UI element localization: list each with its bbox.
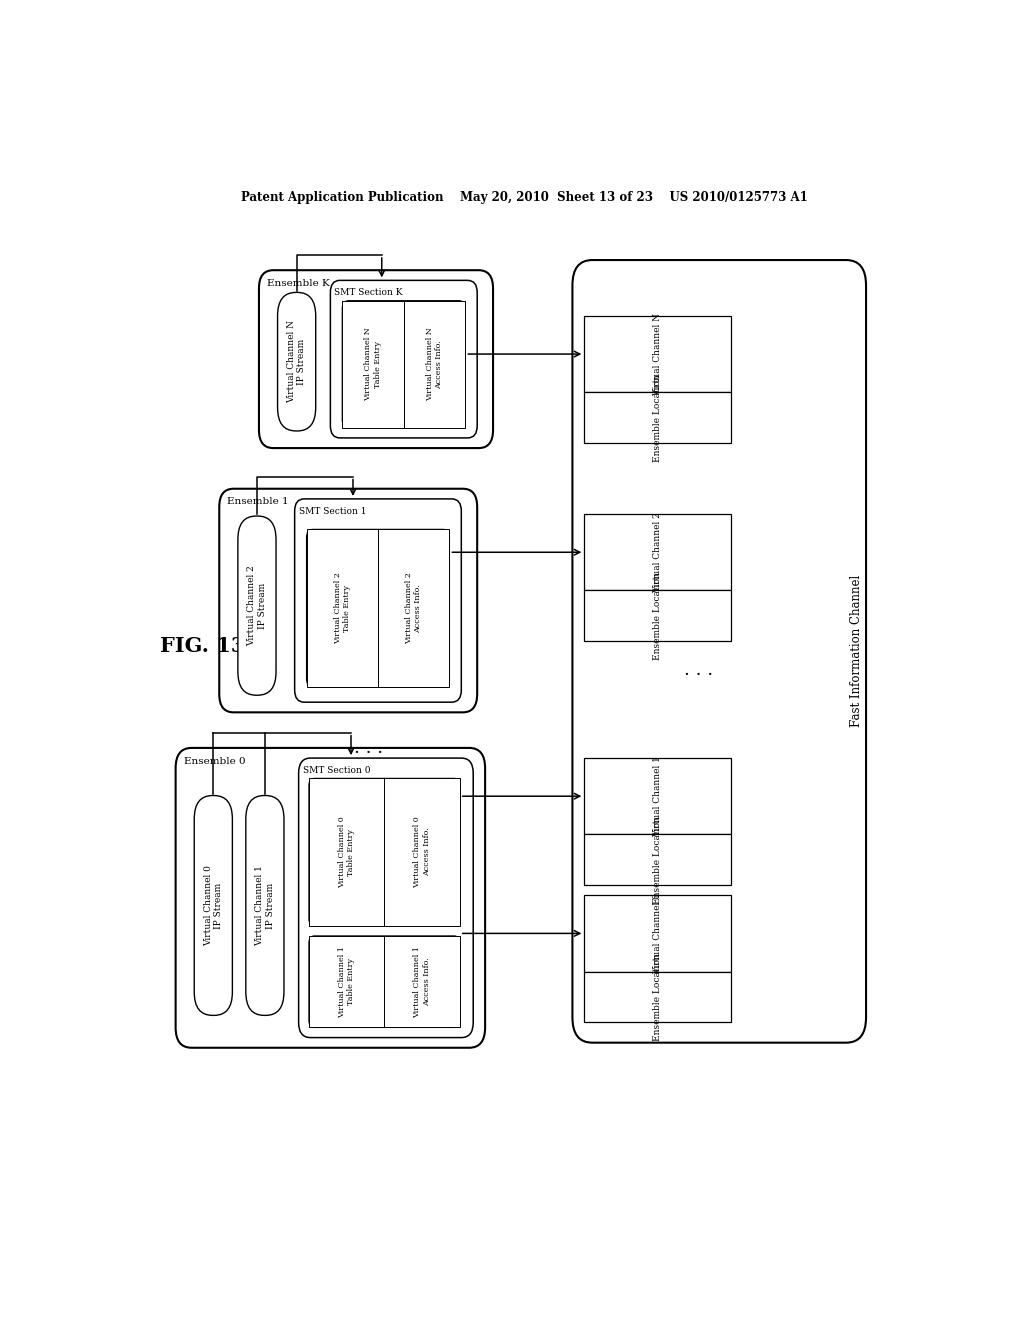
FancyBboxPatch shape [309, 936, 460, 1027]
Bar [309, 779, 384, 925]
Bar [585, 392, 731, 444]
Text: Ensemble K: Ensemble K [267, 279, 330, 288]
Bar [585, 834, 731, 886]
Text: Virtual Channel 1
Access Info.: Virtual Channel 1 Access Info. [414, 945, 431, 1018]
Text: Virtual Channel 0
Table Entry: Virtual Channel 0 Table Entry [338, 816, 355, 888]
Text: Virtual Channel N: Virtual Channel N [653, 313, 663, 396]
Text: Virtual Channel 1
IP Stream: Virtual Channel 1 IP Stream [255, 865, 274, 946]
Text: Virtual Channel N
IP Stream: Virtual Channel N IP Stream [287, 321, 306, 403]
Text: Ensemble Location: Ensemble Location [653, 953, 663, 1041]
FancyBboxPatch shape [246, 796, 284, 1015]
Bar [378, 529, 450, 686]
Text: SMT Section 0: SMT Section 0 [303, 766, 370, 775]
FancyBboxPatch shape [299, 758, 473, 1038]
Text: Virtual Channel 2
Access Info.: Virtual Channel 2 Access Info. [406, 572, 422, 644]
Text: Virtual Channel 2: Virtual Channel 2 [653, 512, 663, 593]
Text: Virtual Channel N
Table Entry: Virtual Channel N Table Entry [365, 327, 382, 401]
Bar [585, 758, 731, 834]
Bar [585, 895, 731, 972]
Bar [585, 515, 731, 590]
Text: Ensemble Location: Ensemble Location [653, 816, 663, 904]
FancyBboxPatch shape [238, 516, 276, 696]
Text: Ensemble 0: Ensemble 0 [183, 756, 245, 766]
Text: Ensemble Location: Ensemble Location [653, 374, 663, 462]
Text: Ensemble 1: Ensemble 1 [227, 498, 289, 507]
FancyBboxPatch shape [306, 529, 450, 686]
Bar [403, 301, 465, 428]
Text: Virtual Channel 0
Access Info.: Virtual Channel 0 Access Info. [414, 816, 431, 888]
Bar [306, 529, 378, 686]
FancyBboxPatch shape [176, 748, 485, 1048]
Bar [585, 590, 731, 642]
FancyBboxPatch shape [342, 301, 465, 428]
Text: . . .: . . . [354, 739, 383, 756]
Text: Virtual Channel 1
Table Entry: Virtual Channel 1 Table Entry [338, 945, 355, 1018]
FancyBboxPatch shape [572, 260, 866, 1043]
Text: . . .: . . . [684, 661, 713, 678]
Text: Virtual Channel 0: Virtual Channel 0 [653, 892, 663, 974]
Bar [384, 779, 460, 925]
Text: SMT Section K: SMT Section K [334, 288, 403, 297]
Bar [309, 936, 384, 1027]
Text: Patent Application Publication    May 20, 2010  Sheet 13 of 23    US 2010/012577: Patent Application Publication May 20, 2… [242, 190, 808, 203]
Text: FIG. 13: FIG. 13 [160, 636, 245, 656]
Text: Ensemble Location: Ensemble Location [653, 572, 663, 660]
Bar [342, 301, 403, 428]
Bar [585, 972, 731, 1022]
FancyBboxPatch shape [309, 779, 460, 925]
Bar [585, 315, 731, 392]
FancyBboxPatch shape [219, 488, 477, 713]
FancyBboxPatch shape [278, 293, 315, 430]
Text: SMT Section 1: SMT Section 1 [299, 507, 367, 516]
Text: Virtual Channel 0
IP Stream: Virtual Channel 0 IP Stream [204, 865, 223, 946]
FancyBboxPatch shape [331, 280, 477, 438]
Text: Virtual Channel 2
Table Entry: Virtual Channel 2 Table Entry [334, 572, 351, 644]
Bar [384, 936, 460, 1027]
Text: Virtual Channel N
Access Info.: Virtual Channel N Access Info. [426, 327, 443, 401]
FancyBboxPatch shape [195, 796, 232, 1015]
Text: Virtual Channel 1: Virtual Channel 1 [653, 756, 663, 837]
FancyBboxPatch shape [259, 271, 494, 447]
FancyBboxPatch shape [295, 499, 461, 702]
Text: Virtual Channel 2
IP Stream: Virtual Channel 2 IP Stream [247, 565, 266, 645]
Text: Fast Information Channel: Fast Information Channel [850, 576, 863, 727]
